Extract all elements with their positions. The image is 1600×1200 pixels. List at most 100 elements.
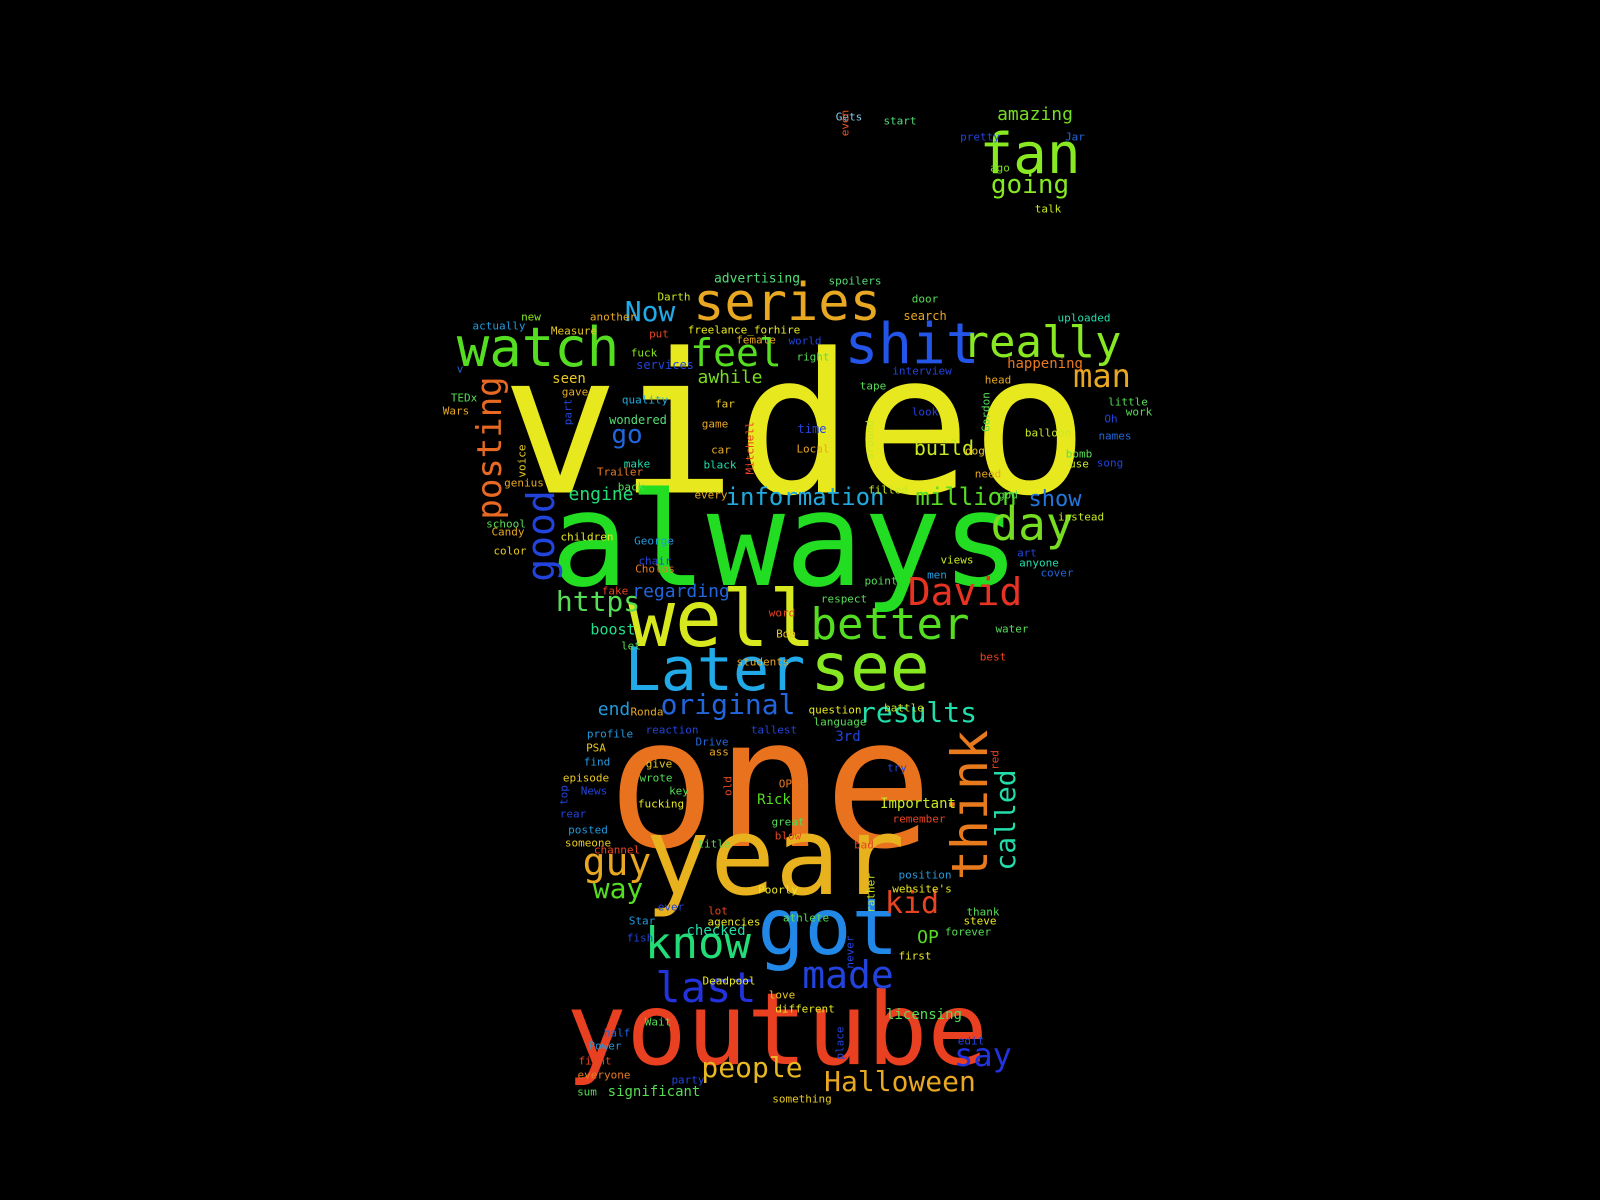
word-students: students: [736, 655, 790, 669]
word-series: series: [693, 273, 881, 333]
word-title: title: [697, 837, 731, 851]
word-every: every: [694, 488, 728, 502]
word-oh: Oh: [1104, 412, 1118, 426]
word-3rd: 3rd: [835, 729, 861, 745]
word-deadpool: Deadpool: [702, 974, 756, 988]
word-gets: Gets: [835, 110, 863, 124]
word-op-s: OP's: [778, 777, 806, 791]
word-jar: Jar: [1065, 130, 1085, 144]
word-fuck: fuck: [630, 346, 658, 360]
word-position: position: [898, 868, 952, 882]
word-word: word: [768, 606, 796, 620]
word-fan: fan: [979, 122, 1081, 187]
word-called: called: [989, 769, 1022, 871]
word-first: first: [898, 949, 932, 963]
word-thank: thank: [966, 905, 1000, 919]
word-let: let: [621, 639, 641, 653]
word-reaction: reaction: [645, 723, 699, 737]
word-candy: Candy: [491, 525, 525, 539]
word-steve: steve: [963, 914, 997, 928]
word-star: Star: [628, 914, 656, 928]
word-party: party: [671, 1073, 705, 1087]
word-going: going: [990, 170, 1070, 200]
word-pretty: pretty: [960, 130, 1000, 144]
word-v: v: [456, 362, 464, 376]
word-quality: quality: [621, 393, 669, 407]
word-half: half: [603, 1026, 631, 1040]
word-gave: gave: [561, 385, 589, 399]
word-day: day: [990, 497, 1074, 551]
word-op: OP: [917, 927, 939, 948]
word-guy: guy: [582, 840, 652, 884]
word-place: place: [833, 1026, 847, 1060]
word-everyone: everyone: [577, 1068, 631, 1082]
word-channel: channel: [593, 843, 641, 857]
word-power: Power: [588, 1039, 622, 1053]
word-tedx: TEDx: [450, 391, 478, 405]
word-significant: significant: [607, 1084, 701, 1100]
word-drive: Drive: [695, 735, 729, 749]
word-dog: dog: [965, 444, 985, 458]
word-different: different: [775, 1002, 835, 1016]
word-find: find: [583, 755, 611, 769]
word-language: language: [813, 715, 867, 729]
word-see: see: [810, 629, 930, 706]
word-fish: fish: [626, 931, 654, 945]
word-darth: Darth: [657, 290, 691, 304]
word-top: top: [557, 785, 571, 805]
word-fucking: fucking: [637, 797, 685, 811]
word-work: work: [1125, 405, 1153, 419]
word-better: better: [810, 599, 970, 650]
word-fake: fake: [601, 584, 629, 598]
word-respect: respect: [820, 592, 868, 606]
word-someone: someone: [564, 836, 612, 850]
word-color: color: [493, 544, 527, 558]
word-watch: watch: [456, 316, 620, 379]
word-rick: Rick: [757, 792, 791, 808]
word-give: give: [645, 757, 673, 771]
word-kid: kid: [884, 886, 940, 921]
word-ronda: Ronda: [630, 705, 664, 719]
word-good: good: [519, 490, 563, 582]
word-bomb: bomb: [1065, 447, 1093, 461]
word-services: services: [636, 358, 694, 372]
word-ago: ago: [990, 161, 1010, 175]
word-never: never: [843, 935, 857, 969]
word-need: need: [974, 467, 1002, 481]
word-news: News: [580, 784, 608, 798]
word-people: people: [701, 1051, 803, 1084]
word-lot: lot: [708, 904, 728, 918]
word-sum: sum: [577, 1085, 597, 1099]
word-measure: Measure: [550, 324, 598, 338]
word-way: way: [592, 872, 644, 905]
word-genius: genius: [504, 476, 544, 490]
word-youtube: youtube: [566, 971, 988, 1088]
word-anyone: anyone: [1019, 556, 1059, 570]
word-know: know: [645, 918, 751, 969]
word-right: right: [796, 350, 830, 364]
word-rather: rather: [864, 873, 878, 913]
word-mitchell: Mitchell: [743, 421, 757, 475]
word-bob: Bob: [776, 627, 796, 641]
word-make: make: [623, 457, 651, 471]
word-something: something: [772, 1092, 832, 1106]
word-awhile: awhile: [697, 367, 763, 388]
word-god: god: [998, 488, 1018, 502]
word-start: start: [883, 114, 917, 128]
word-tallest: tallest: [750, 723, 798, 737]
word-wrote: wrote: [639, 771, 673, 785]
word-red: red: [988, 750, 1002, 770]
word-world: world: [788, 334, 822, 348]
word-old: old: [721, 776, 735, 796]
word-uploaded: uploaded: [1057, 311, 1111, 325]
word-point: point: [864, 574, 898, 588]
word-interview: interview: [892, 364, 952, 378]
word-episode: episode: [562, 771, 610, 785]
word-rear: rear: [559, 807, 587, 821]
word-freelance-forhire: freelance_forhire: [687, 323, 801, 337]
word-halloween: Halloween: [824, 1065, 976, 1098]
word-psa: PSA: [586, 741, 606, 755]
word-cholos: Cholos: [635, 562, 675, 576]
word-say: say: [954, 1036, 1012, 1074]
word-trailer: Trailer: [596, 465, 644, 479]
